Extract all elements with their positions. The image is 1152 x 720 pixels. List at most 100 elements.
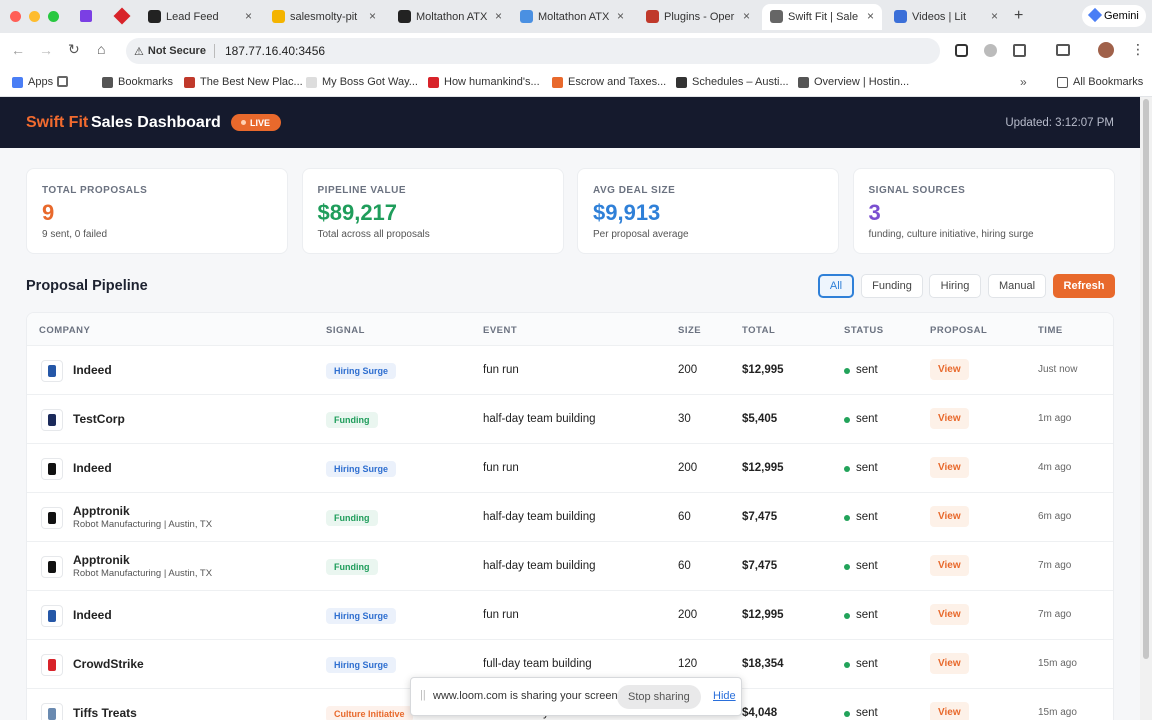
browser-tab[interactable]: Moltathon ATX ×: [512, 4, 632, 30]
bookmark-label: Schedules – Austi...: [692, 76, 789, 88]
view-button[interactable]: View: [930, 604, 969, 625]
share-message: www.loom.com is sharing your screen.: [433, 690, 621, 702]
live-badge: LIVE: [231, 114, 281, 131]
tab-favicon: [272, 10, 285, 23]
extension-icon[interactable]: [984, 44, 997, 57]
browser-tab[interactable]: Moltathon ATX ×: [390, 4, 510, 30]
stop-sharing-button[interactable]: Stop sharing: [617, 685, 701, 709]
side-panel-button[interactable]: [1056, 44, 1070, 56]
bookmark-icon: [552, 77, 563, 88]
status-dot: [844, 564, 850, 570]
column-header: TIME: [1038, 325, 1063, 336]
status: sent: [856, 707, 878, 719]
view-button[interactable]: View: [930, 506, 969, 527]
tab-close[interactable]: ×: [990, 9, 998, 23]
extension-icon[interactable]: [955, 44, 968, 57]
browser-tab[interactable]: Plugins - Oper ×: [638, 4, 758, 30]
browser-tab[interactable]: salesmolty-pit ×: [264, 4, 384, 30]
filter-button[interactable]: Funding: [861, 274, 923, 298]
extensions-button[interactable]: [1013, 44, 1026, 57]
status: sent: [856, 609, 878, 621]
logo-mark: [48, 708, 56, 720]
drag-handle[interactable]: ||: [420, 689, 426, 701]
time: Just now: [1038, 364, 1078, 375]
browser-tab[interactable]: Videos | Lit ×: [886, 4, 1006, 30]
proposal-table: COMPANY SIGNAL EVENT SIZE TOTAL STATUS PROPOSA…: [26, 312, 1114, 720]
size: 60: [678, 511, 691, 523]
bookmark-label: Bookmarks: [118, 76, 174, 88]
scroll-thumb[interactable]: [1143, 99, 1149, 659]
company-name: Tiffs Treats: [73, 706, 137, 720]
maximize-window[interactable]: [48, 11, 59, 22]
hide-button[interactable]: Hide: [713, 690, 736, 702]
event: half-day team building: [483, 413, 596, 425]
address-bar[interactable]: ⚠ Not Secure 187.77.16.40:3456: [126, 38, 940, 64]
bookmark[interactable]: Bookmarks: [102, 76, 173, 88]
company-name: Indeed: [73, 608, 112, 622]
table-row: Apptronik Robot Manufacturing | Austin, T…: [27, 541, 1113, 590]
filter-button[interactable]: Manual: [988, 274, 1046, 298]
back-button[interactable]: ←: [11, 42, 25, 58]
pinned-tab[interactable]: [80, 10, 92, 22]
tab-close[interactable]: ×: [494, 9, 502, 23]
bookmark-icon: [184, 77, 195, 88]
bookmark[interactable]: The Best New Plac...: [184, 76, 303, 88]
stat-label: SIGNAL SOURCES: [868, 185, 966, 196]
tab-close[interactable]: ×: [866, 9, 874, 23]
bookmark[interactable]: My Boss Got Way...: [306, 76, 418, 88]
bookmark-label: Overview | Hostin...: [814, 76, 910, 88]
size: 30: [678, 413, 691, 425]
bookmark[interactable]: Overview | Hostin...: [798, 76, 909, 88]
table-row: CrowdStrike Hiring Surge full-day team bui…: [27, 639, 1113, 688]
view-button[interactable]: View: [930, 359, 969, 380]
pinned-tab[interactable]: [113, 7, 131, 25]
view-button[interactable]: View: [930, 457, 969, 478]
minimize-window[interactable]: [29, 11, 40, 22]
bookmark[interactable]: Apps: [12, 76, 53, 88]
tab-close[interactable]: ×: [368, 9, 376, 23]
view-button[interactable]: View: [930, 702, 969, 720]
total: $12,995: [742, 609, 784, 621]
table-row: Indeed Hiring Surge fun run 200 $12,995 sent V…: [27, 345, 1113, 394]
table-row: Indeed Hiring Surge fun run 200 $12,995 sent V…: [27, 443, 1113, 492]
signal-badge: Culture Initiative: [326, 706, 413, 720]
time: 6m ago: [1038, 511, 1072, 522]
stat-card: SIGNAL SOURCES 3 funding, culture initiati…: [852, 168, 1115, 254]
separator: [57, 76, 68, 87]
new-tab[interactable]: +: [1014, 7, 1024, 24]
menu-button[interactable]: ⋮: [1131, 41, 1145, 57]
folder-icon: [1057, 77, 1068, 88]
time: 7m ago: [1038, 609, 1072, 620]
bookmark[interactable]: How humankind's...: [428, 76, 540, 88]
company-logo: [41, 409, 63, 431]
tab-close[interactable]: ×: [244, 9, 252, 23]
browser-tab[interactable]: Lead Feed ×: [140, 4, 260, 30]
total: $12,995: [742, 364, 784, 376]
tab-close[interactable]: ×: [616, 9, 624, 23]
more-bookmarks[interactable]: »: [1020, 75, 1027, 89]
close-window[interactable]: [10, 11, 21, 22]
time: 15m ago: [1038, 658, 1077, 669]
browser-tab[interactable]: Swift Fit | Sale ×: [762, 4, 882, 30]
home-button[interactable]: ⌂: [97, 41, 106, 57]
signal-badge: Funding: [326, 510, 378, 526]
column-header: SIGNAL: [326, 325, 365, 336]
forward-button[interactable]: →: [39, 42, 53, 58]
refresh-button[interactable]: Refresh: [1053, 274, 1115, 298]
bookmark[interactable]: Schedules – Austi...: [676, 76, 789, 88]
view-button[interactable]: View: [930, 555, 969, 576]
profile-avatar[interactable]: [1098, 42, 1114, 58]
view-button[interactable]: View: [930, 408, 969, 429]
view-button[interactable]: View: [930, 653, 969, 674]
all-bookmarks[interactable]: All Bookmarks: [1057, 76, 1143, 88]
table-row: TestCorp Funding half-day team building 30 $…: [27, 394, 1113, 443]
reload-button[interactable]: ↻: [68, 41, 80, 57]
gemini-button[interactable]: Gemini: [1082, 5, 1146, 27]
event: full-day team building: [483, 658, 592, 670]
filter-button[interactable]: All: [818, 274, 854, 298]
column-header: TOTAL: [742, 325, 776, 336]
company-logo: [41, 556, 63, 578]
tab-close[interactable]: ×: [742, 9, 750, 23]
bookmark[interactable]: Escrow and Taxes...: [552, 76, 666, 88]
filter-button[interactable]: Hiring: [929, 274, 981, 298]
